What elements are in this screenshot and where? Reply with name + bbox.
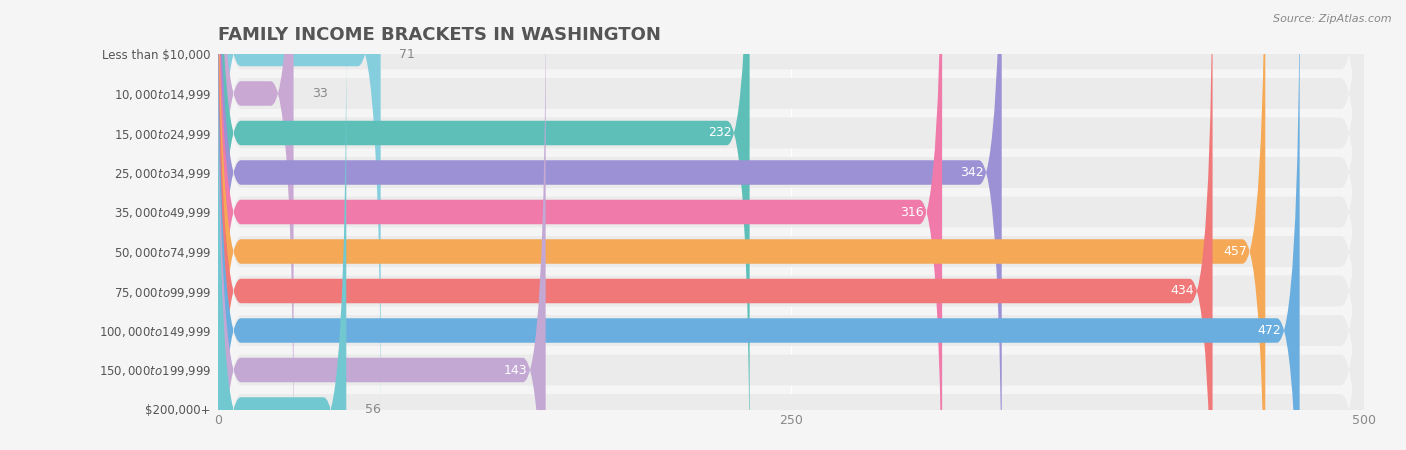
Text: 472: 472 <box>1257 324 1281 337</box>
FancyBboxPatch shape <box>218 0 1364 450</box>
FancyBboxPatch shape <box>218 0 1364 450</box>
FancyBboxPatch shape <box>218 27 346 450</box>
FancyBboxPatch shape <box>218 0 1364 434</box>
FancyBboxPatch shape <box>218 0 546 450</box>
FancyBboxPatch shape <box>218 30 1364 450</box>
FancyBboxPatch shape <box>218 0 1265 450</box>
FancyBboxPatch shape <box>218 0 381 437</box>
Text: 342: 342 <box>960 166 983 179</box>
Text: 457: 457 <box>1223 245 1247 258</box>
FancyBboxPatch shape <box>218 0 1212 450</box>
FancyBboxPatch shape <box>218 0 294 450</box>
Text: 33: 33 <box>312 87 328 100</box>
FancyBboxPatch shape <box>218 0 1364 450</box>
FancyBboxPatch shape <box>218 0 942 450</box>
Text: FAMILY INCOME BRACKETS IN WASHINGTON: FAMILY INCOME BRACKETS IN WASHINGTON <box>218 26 661 44</box>
FancyBboxPatch shape <box>218 0 1364 450</box>
FancyBboxPatch shape <box>218 0 1364 450</box>
FancyBboxPatch shape <box>218 0 1001 450</box>
FancyBboxPatch shape <box>218 0 1299 450</box>
Text: Source: ZipAtlas.com: Source: ZipAtlas.com <box>1274 14 1392 23</box>
Text: 232: 232 <box>707 126 731 140</box>
FancyBboxPatch shape <box>218 0 1364 450</box>
FancyBboxPatch shape <box>218 0 1364 450</box>
FancyBboxPatch shape <box>218 0 749 450</box>
Text: 71: 71 <box>399 48 415 60</box>
Text: 143: 143 <box>503 364 527 377</box>
Text: 56: 56 <box>364 403 381 416</box>
FancyBboxPatch shape <box>218 0 1364 450</box>
Text: 316: 316 <box>900 206 924 219</box>
Text: 434: 434 <box>1171 284 1194 297</box>
